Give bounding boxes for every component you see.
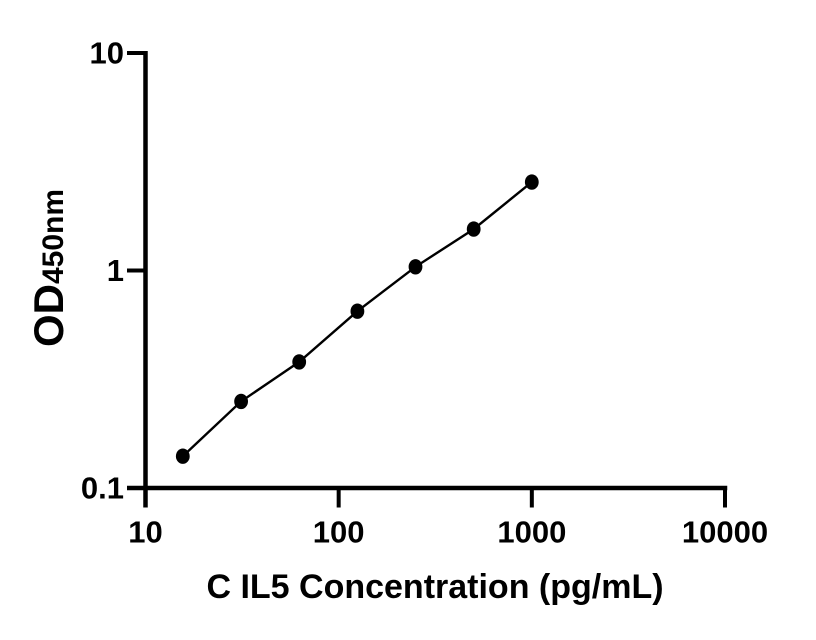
data-point [234,393,249,410]
y-axis-title-sub: 450nm [37,189,70,284]
x-tick-label: 1000 [497,515,566,550]
x-axis-title: C IL5 Concentration (pg/mL) [206,568,663,606]
data-point [350,303,365,319]
y-axis-title-main: OD [25,284,72,347]
x-tick-label: 10000 [682,515,768,550]
y-axis-title: OD450nm [25,189,72,347]
data-point [466,221,481,237]
data-point [408,259,423,275]
data-point [175,448,190,464]
standard-curve-line [181,181,533,458]
y-tick-label: 0.1 [81,471,124,506]
x-tick-label: 10 [128,515,162,550]
data-point [292,354,307,370]
y-tick-label: 1 [107,253,124,288]
series-layer [175,174,539,464]
data-point [524,174,539,190]
y-tick-label: 10 [90,36,124,71]
axes-layer: 10 100 1000 10000 0.1 1 10 [81,36,768,550]
x-tick-label: 100 [313,515,365,550]
